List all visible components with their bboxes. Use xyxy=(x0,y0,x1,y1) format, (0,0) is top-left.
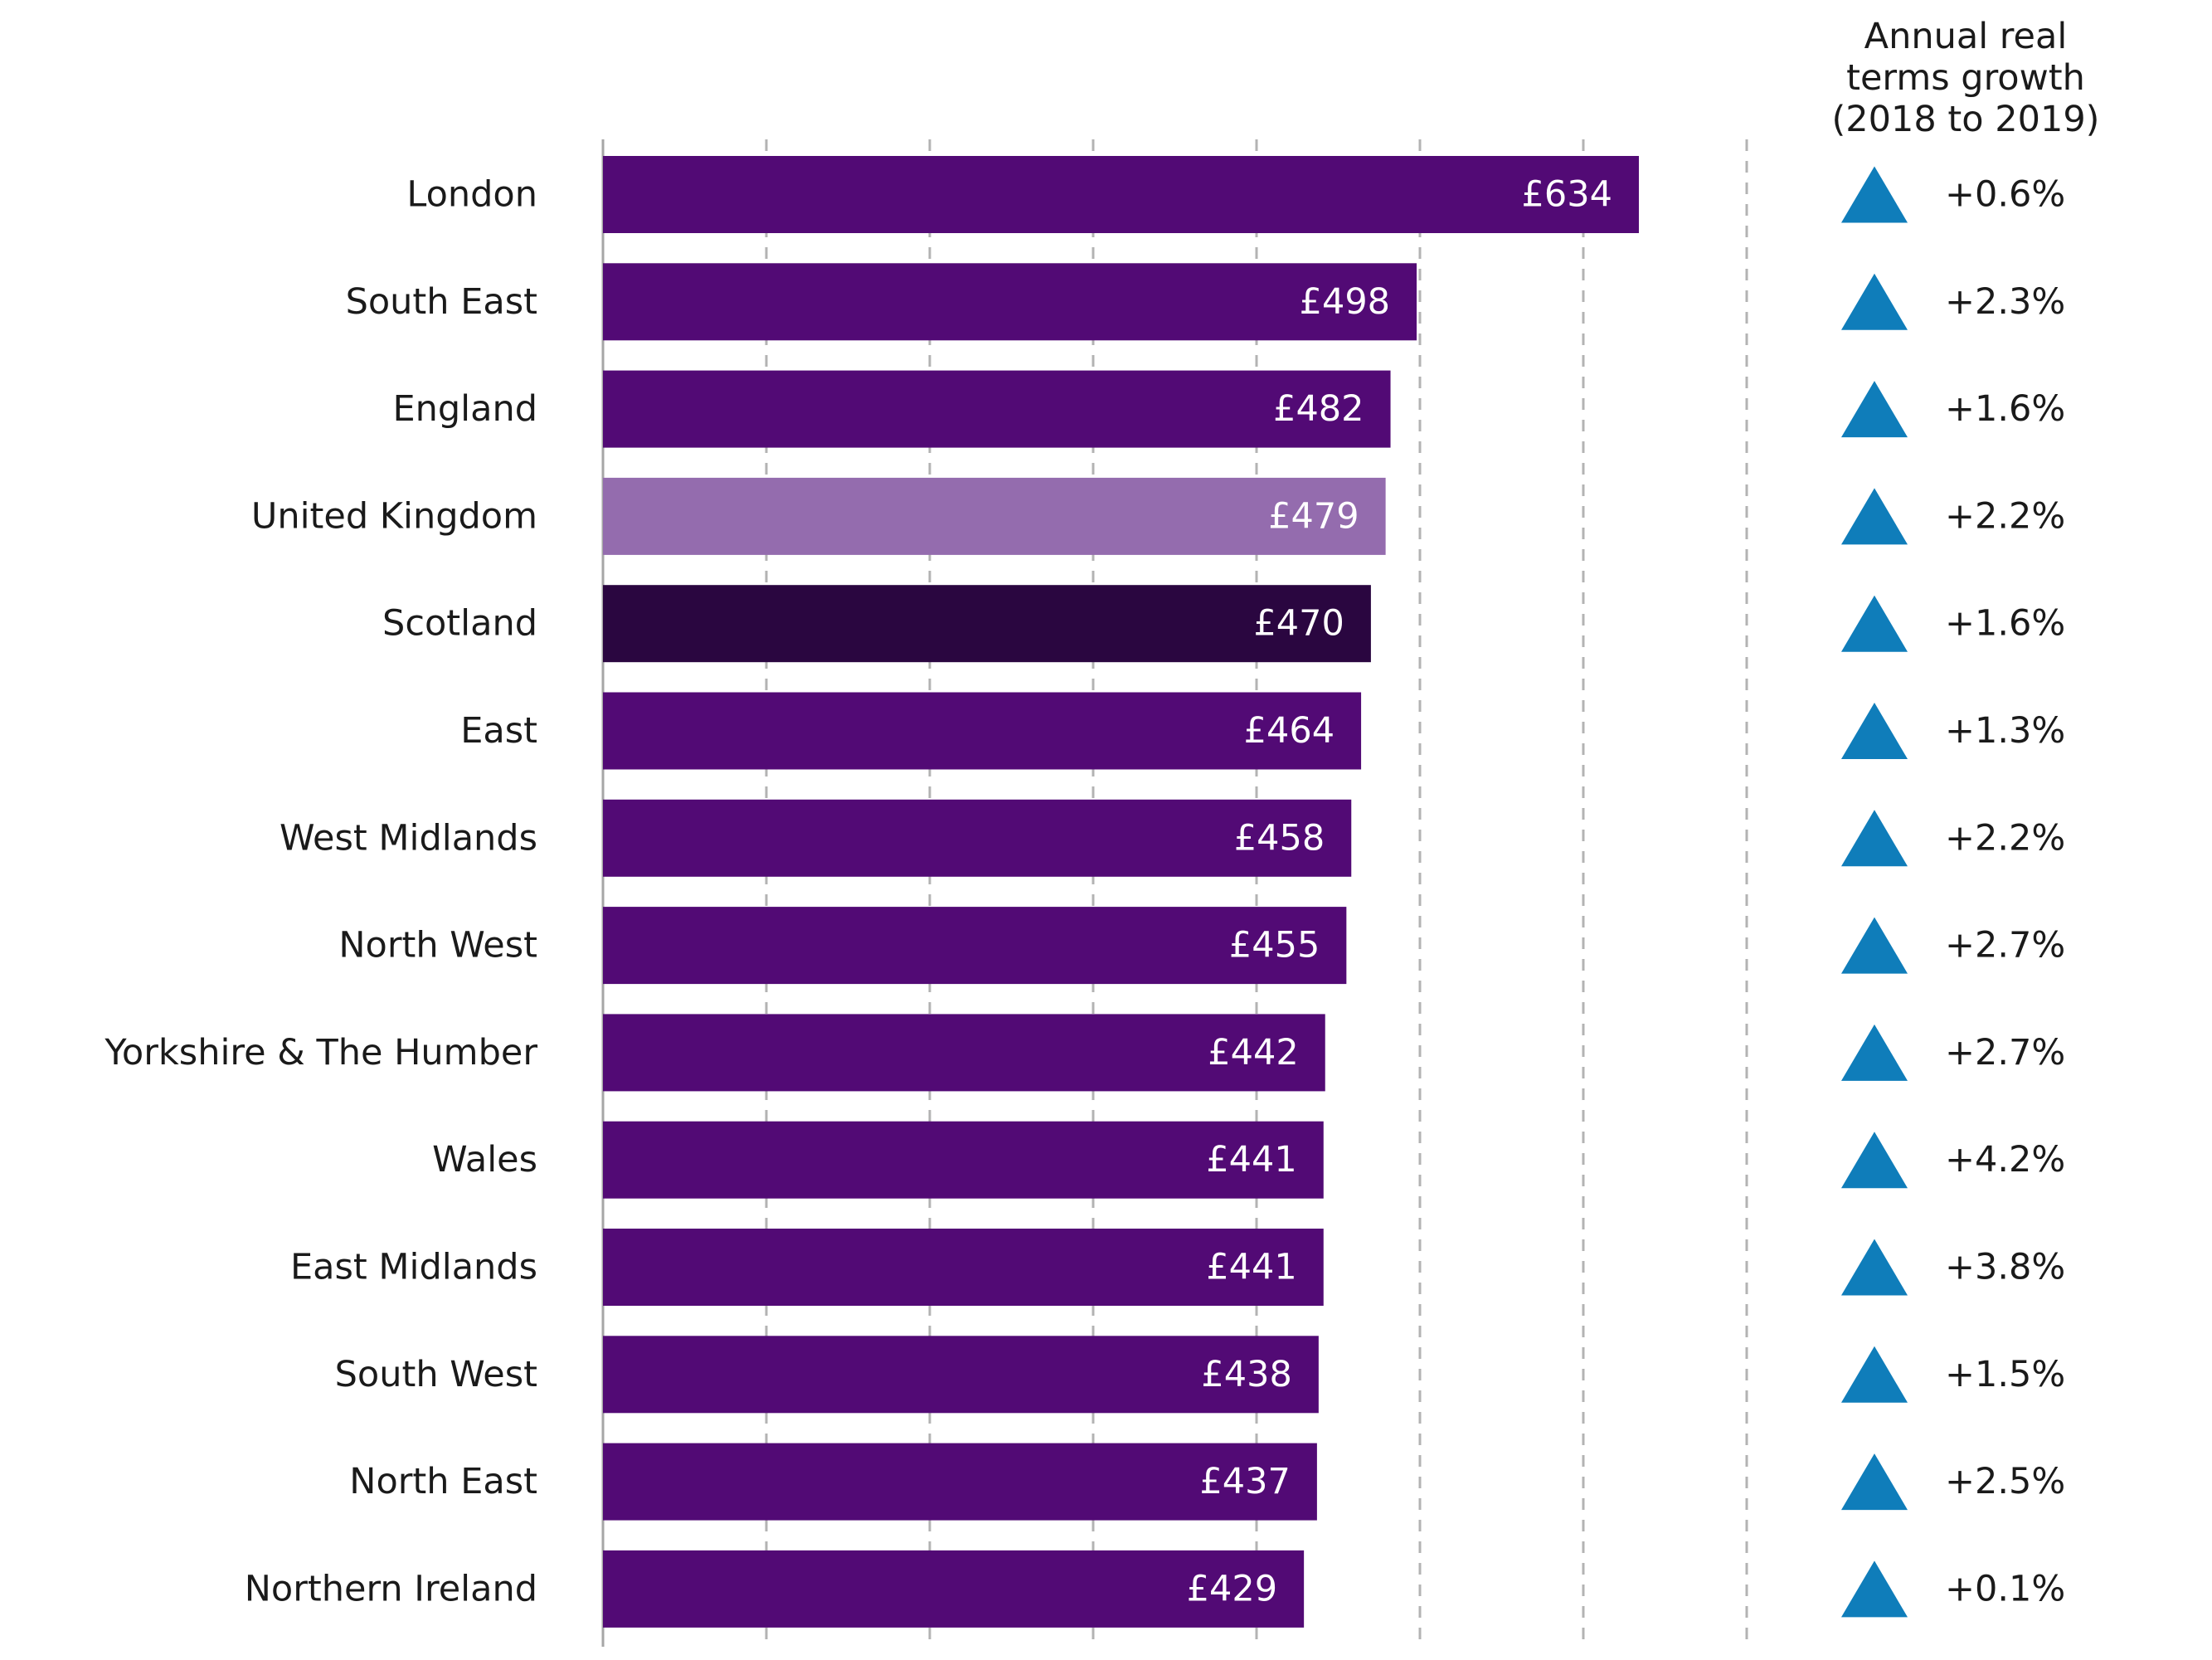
up-triangle-icon xyxy=(1841,595,1908,652)
category-label: West Midlands xyxy=(280,817,537,859)
bar-9 xyxy=(603,1121,1324,1199)
value-label: £479 xyxy=(1268,495,1359,537)
value-label: £464 xyxy=(1244,710,1334,752)
growth-label: +3.8% xyxy=(1945,1247,2065,1288)
growth-label: +2.7% xyxy=(1945,1032,2065,1073)
bar-0 xyxy=(603,156,1639,233)
category-label: Scotland xyxy=(382,603,537,645)
category-label: North East xyxy=(349,1461,537,1502)
gridlines xyxy=(601,139,1748,1647)
growth-label: +1.6% xyxy=(1945,603,2065,645)
bar-13 xyxy=(603,1550,1305,1628)
bar-1 xyxy=(603,263,1417,341)
growth-label: +1.5% xyxy=(1945,1354,2065,1395)
value-label: £429 xyxy=(1187,1568,1277,1609)
value-label: £442 xyxy=(1208,1032,1298,1073)
value-label: £482 xyxy=(1273,388,1364,430)
growth-header-line: terms growth xyxy=(1846,57,2085,99)
growth-label: +1.6% xyxy=(1945,388,2065,430)
up-triangle-icon xyxy=(1841,1024,1908,1081)
up-triangle-icon xyxy=(1841,273,1908,330)
up-triangle-icon xyxy=(1841,917,1908,974)
value-label: £498 xyxy=(1300,281,1390,323)
value-label: £470 xyxy=(1253,603,1344,645)
growth-label: +1.3% xyxy=(1945,710,2065,752)
bar-6 xyxy=(603,799,1352,877)
up-triangle-icon xyxy=(1841,703,1908,759)
bar-2 xyxy=(603,370,1391,448)
bars: London £634 South East £498 England £482 Unite… xyxy=(104,156,1639,1628)
value-label: £437 xyxy=(1199,1461,1290,1502)
category-label: North West xyxy=(338,925,537,966)
bar-7 xyxy=(603,907,1347,985)
category-label: Northern Ireland xyxy=(245,1568,537,1609)
growth-label: +2.7% xyxy=(1945,925,2065,966)
category-label: East xyxy=(460,710,537,752)
growth-header-line: Annual real xyxy=(1864,16,2068,57)
growth-label: +0.1% xyxy=(1945,1568,2065,1609)
value-label: £458 xyxy=(1234,817,1325,859)
value-label: £634 xyxy=(1522,174,1612,216)
up-triangle-icon xyxy=(1841,488,1908,545)
category-label: Wales xyxy=(432,1139,537,1180)
category-label: England xyxy=(392,388,537,430)
growth-label: +2.5% xyxy=(1945,1461,2065,1502)
up-triangle-icon xyxy=(1841,1453,1908,1511)
category-label: Yorkshire & The Humber xyxy=(104,1032,537,1073)
category-label: East Midlands xyxy=(290,1247,537,1288)
bar-3 xyxy=(603,477,1386,555)
bar-5 xyxy=(603,692,1362,770)
value-label: £455 xyxy=(1229,925,1320,966)
value-label: £438 xyxy=(1201,1354,1291,1395)
value-label: £441 xyxy=(1206,1247,1296,1288)
up-triangle-icon xyxy=(1841,166,1908,223)
growth-header-line: (2018 to 2019) xyxy=(1832,99,2100,140)
up-triangle-icon xyxy=(1841,1132,1908,1189)
growth-label: +0.6% xyxy=(1945,174,2065,216)
growth-label: +4.2% xyxy=(1945,1139,2065,1180)
up-triangle-icon xyxy=(1841,1239,1908,1296)
growth-label: +2.3% xyxy=(1945,281,2065,323)
bar-10 xyxy=(603,1229,1324,1306)
up-triangle-icon xyxy=(1841,1346,1908,1403)
category-label: South West xyxy=(335,1354,537,1395)
category-label: London xyxy=(406,174,537,216)
bar-4 xyxy=(603,585,1371,663)
bar-8 xyxy=(603,1014,1325,1092)
category-label: United Kingdom xyxy=(251,495,537,537)
category-label: South East xyxy=(346,281,537,323)
growth-label: +2.2% xyxy=(1945,495,2065,537)
bar-11 xyxy=(603,1336,1319,1414)
growth-label: +2.2% xyxy=(1945,817,2065,859)
up-triangle-icon xyxy=(1841,1560,1908,1618)
value-label: £441 xyxy=(1206,1139,1296,1180)
up-triangle-icon xyxy=(1841,381,1908,438)
bar-12 xyxy=(603,1443,1317,1521)
up-triangle-icon xyxy=(1841,810,1908,867)
